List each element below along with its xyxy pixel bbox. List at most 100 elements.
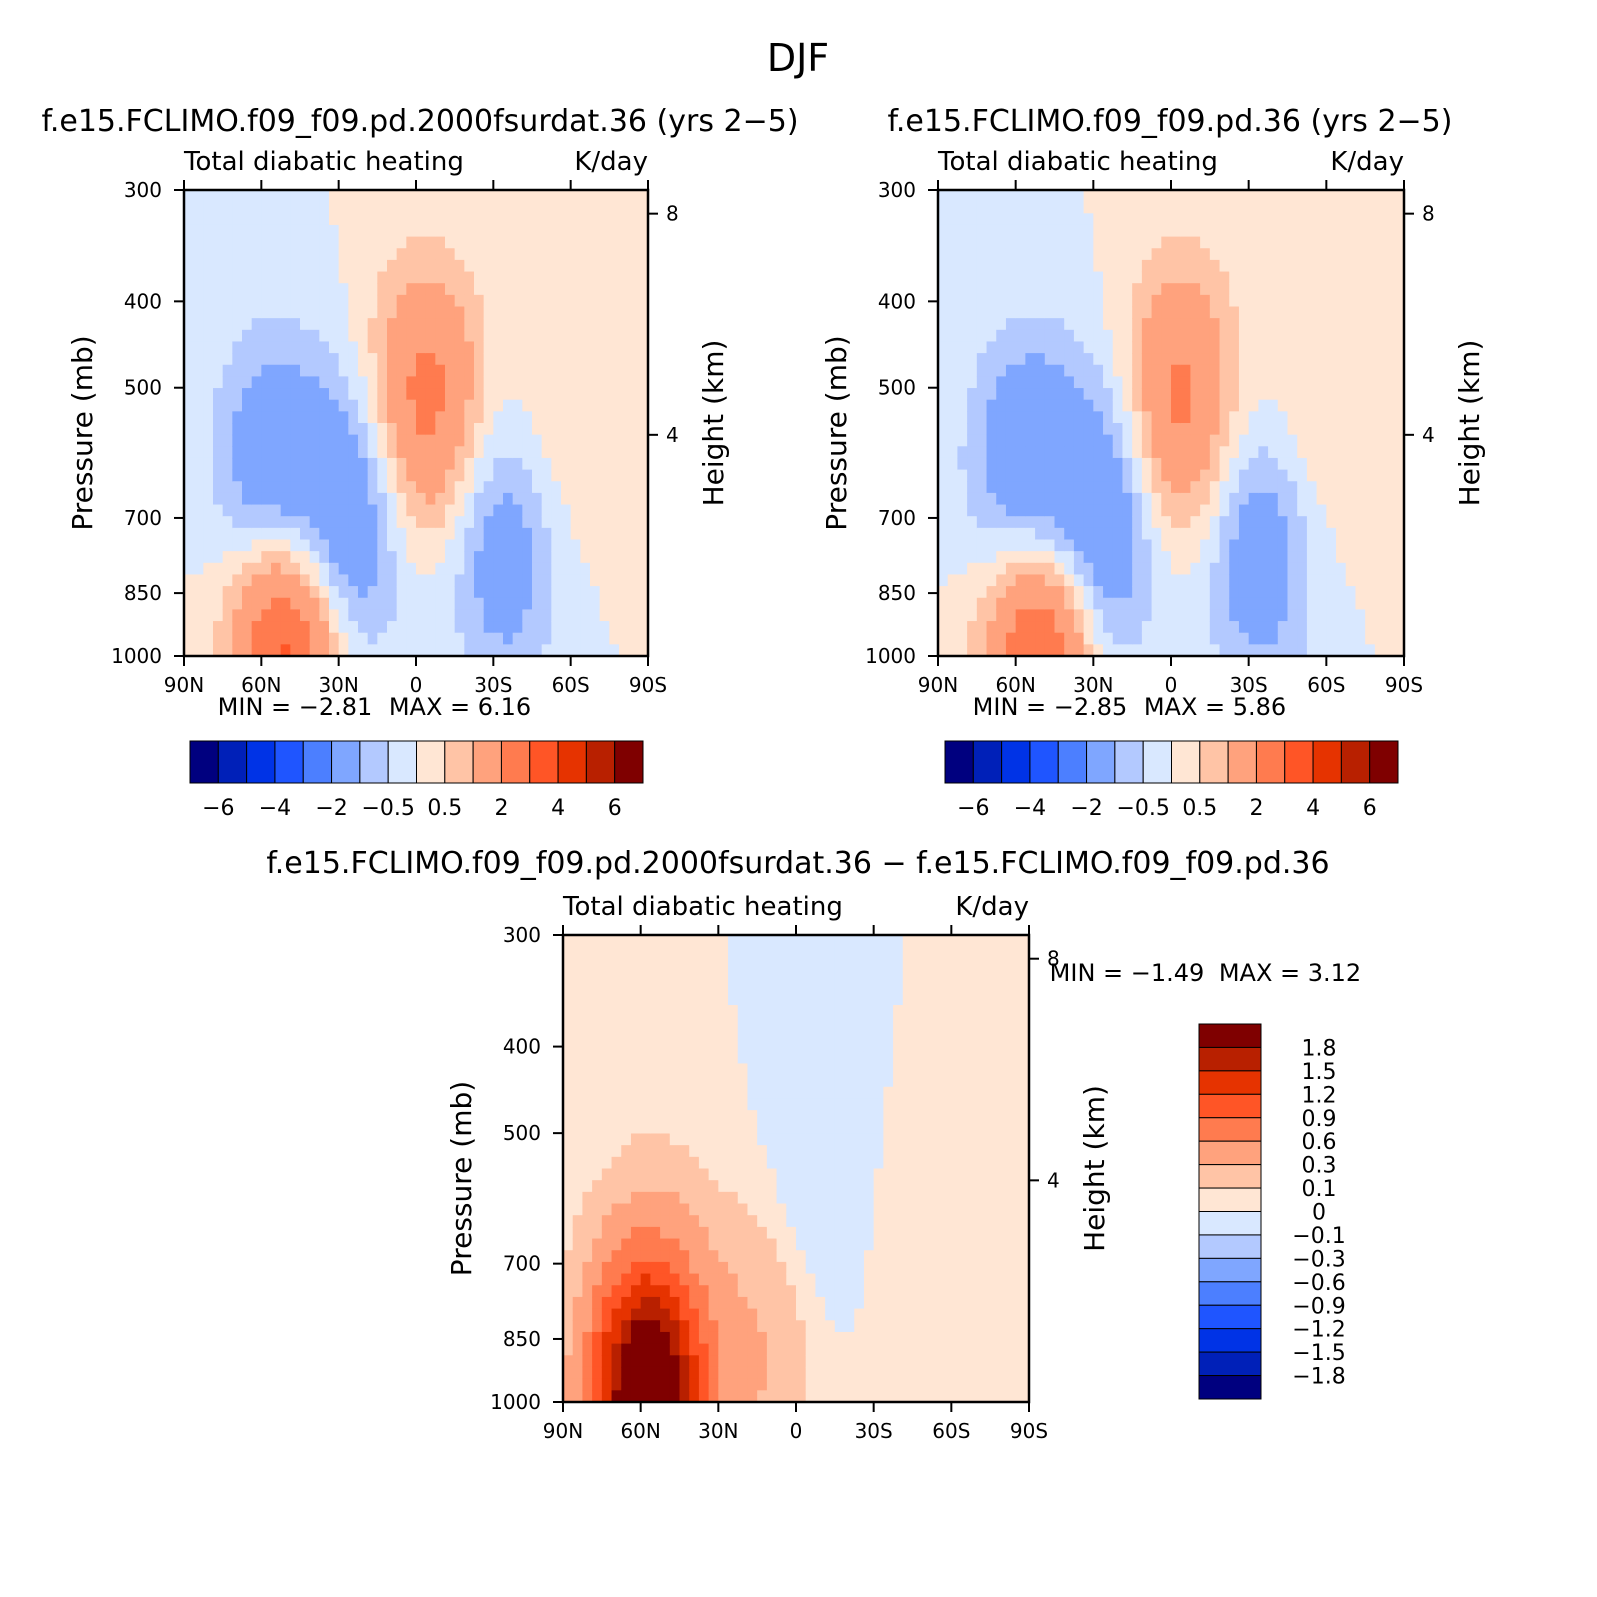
heatmap-cell	[377, 294, 388, 308]
heatmap-cell	[203, 213, 214, 226]
heatmap-cell	[1044, 283, 1056, 296]
heatmap-cell	[396, 469, 407, 482]
heatmap-cell	[329, 353, 340, 366]
heatmap-cell	[592, 1390, 603, 1403]
colorbar-box	[944, 740, 974, 784]
heatmap-cell	[1151, 446, 1162, 459]
heatmap-cell	[660, 1285, 671, 1298]
heatmap-cell	[1093, 586, 1104, 599]
heatmap-cell	[630, 1296, 642, 1310]
heatmap-cell	[1025, 388, 1036, 401]
heatmap-cell	[689, 1320, 700, 1333]
heatmap-cell	[367, 469, 378, 482]
heatmap-cell	[319, 527, 330, 541]
heatmap-cell	[329, 201, 340, 214]
heatmap-cell	[348, 609, 359, 622]
heatmap-cell	[572, 1296, 584, 1310]
heatmap-cell	[621, 1063, 632, 1076]
heatmap-cell	[996, 224, 1007, 238]
heatmap-cell	[1035, 388, 1046, 401]
heatmap-cell	[698, 1133, 710, 1146]
heatmap-cell	[1355, 224, 1366, 238]
heatmap-cell	[619, 294, 630, 308]
heatmap-cell	[563, 1063, 574, 1076]
heatmap-cell	[628, 539, 639, 552]
heatmap-cell	[1355, 318, 1366, 331]
heatmap-cell	[698, 935, 710, 948]
heatmap-cell	[611, 1016, 622, 1029]
heatmap-cell	[660, 1238, 671, 1251]
heatmap-cell	[1122, 423, 1133, 436]
heatmap-cell	[290, 248, 301, 261]
heatmap-cell	[503, 283, 514, 296]
heatmap-cell	[621, 958, 632, 971]
heatmap-cell	[358, 248, 369, 261]
heatmap-cell	[1151, 353, 1162, 366]
heatmap-cell	[938, 539, 949, 552]
heatmap-cell	[976, 492, 988, 506]
heatmap-cell	[689, 1308, 700, 1321]
heatmap-cell	[976, 446, 988, 459]
heatmap-cell	[1151, 527, 1162, 541]
heatmap-cell	[669, 1343, 681, 1356]
heatmap-cell	[611, 1063, 622, 1076]
heatmap-cell	[986, 224, 997, 238]
heatmap-cell	[609, 644, 620, 657]
heatmap-cell	[628, 399, 639, 412]
heatmap-cell	[737, 1378, 749, 1391]
heatmap-cell	[996, 259, 1007, 273]
heatmap-cell	[967, 224, 978, 238]
heatmap-cell	[1015, 388, 1026, 401]
heatmap-cell	[1268, 399, 1279, 412]
heatmap-cell	[1171, 306, 1182, 319]
heatmap-cell	[1200, 644, 1211, 657]
heatmap-cell	[1316, 306, 1327, 319]
heatmap-cell	[669, 1215, 681, 1228]
heatmap-cell	[628, 306, 639, 319]
heatmap-cell	[232, 329, 243, 343]
heatmap-cell	[1268, 411, 1279, 424]
heatmap-cell	[747, 1215, 758, 1228]
heatmap-cell	[1112, 399, 1124, 412]
heatmap-cell	[1151, 469, 1162, 482]
heatmap-cell	[1112, 597, 1124, 610]
heatmap-cell	[728, 993, 739, 1006]
heatmap-cell	[1336, 236, 1347, 249]
heatmap-cell	[728, 1168, 739, 1181]
heatmap-cell	[1219, 306, 1230, 319]
heatmap-cell	[377, 527, 388, 541]
heatmap-cell	[967, 527, 978, 541]
heatmap-cell	[1345, 527, 1357, 541]
heatmap-cell	[1374, 551, 1386, 564]
heatmap-cell	[406, 306, 417, 319]
heatmap-cell	[1355, 294, 1366, 308]
heatmap-cell	[650, 1320, 661, 1333]
heatmap-cell	[1258, 201, 1269, 214]
heatmap-cell	[483, 388, 494, 401]
heatmap-cell	[757, 1086, 768, 1100]
heatmap-cell	[1141, 329, 1153, 343]
heatmap-cell	[947, 399, 959, 412]
heatmap-cell	[1268, 574, 1279, 587]
heatmap-cell	[976, 621, 988, 634]
heatmap-cell	[435, 597, 446, 610]
heatmap-cell	[590, 597, 601, 610]
heatmap-cell	[599, 201, 610, 214]
heatmap-cell	[609, 516, 620, 529]
heatmap-cell	[679, 1156, 690, 1170]
heatmap-cell	[242, 597, 253, 610]
heatmap-cell	[619, 574, 630, 587]
heatmap-cell	[796, 1040, 807, 1053]
heatmap-cell	[1248, 329, 1259, 343]
heatmap-cell	[1132, 586, 1143, 599]
heatmap-cell	[1345, 457, 1357, 471]
heatmap-cell	[522, 586, 533, 599]
heatmap-cell	[203, 434, 214, 447]
heatmap-cell	[572, 1075, 584, 1088]
heatmap-cell	[1103, 236, 1114, 249]
heatmap-cell	[1316, 551, 1327, 564]
heatmap-cell	[572, 1355, 584, 1368]
heatmap-cell	[1103, 516, 1114, 529]
heatmap-cell	[580, 388, 591, 401]
heatmap-cell	[698, 1005, 710, 1018]
